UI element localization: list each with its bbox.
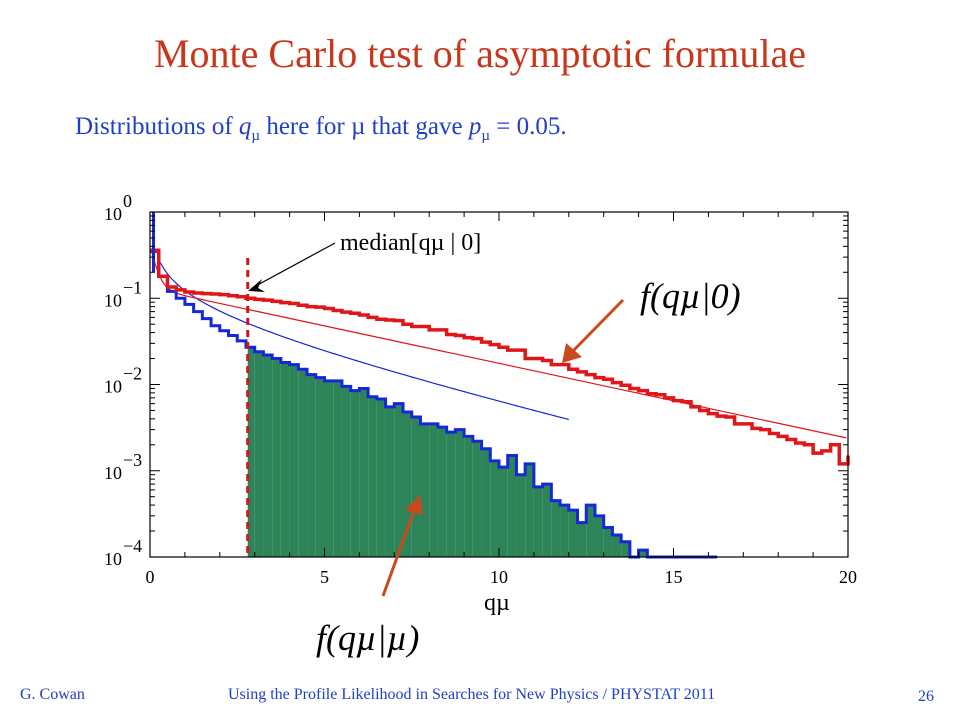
fill-bin-43 <box>525 463 534 557</box>
fill-bin-38 <box>481 448 491 557</box>
fmu-arrow <box>381 507 417 597</box>
median-label: median[qµ | 0] <box>340 230 481 256</box>
fill-bin-44 <box>533 486 543 557</box>
fill-bin-29 <box>403 411 412 557</box>
subtitle-mu3: µ <box>481 128 490 144</box>
fill-bin-51 <box>594 515 604 557</box>
fill-bin-56 <box>638 550 648 557</box>
fill-bin-35 <box>455 429 465 557</box>
fill-bin-12 <box>254 351 264 557</box>
f0-arrow <box>570 298 625 354</box>
fill-bin-25 <box>368 396 377 557</box>
y-tick-label-exp: 0 <box>123 191 132 211</box>
fill-bin-33 <box>437 427 447 557</box>
fill-bin-42 <box>516 474 526 557</box>
fill-bin-28 <box>394 403 404 557</box>
f0-label: f(qµ|0) <box>640 276 741 316</box>
fill-bin-40 <box>499 467 508 557</box>
fill-bin-36 <box>464 436 473 557</box>
fill-bin-24 <box>359 388 369 557</box>
fill-bin-39 <box>490 460 499 557</box>
red-histogram <box>150 248 850 466</box>
fill-bin-46 <box>551 500 561 557</box>
slide-title: Monte Carlo test of asymptotic formulae <box>153 31 807 76</box>
fill-bin-15 <box>280 362 290 557</box>
slide-subtitle: Distributions of qµ here for µ that gave… <box>75 113 567 145</box>
y-tick-label-exp: −3 <box>123 450 142 470</box>
fill-bin-37 <box>472 441 482 557</box>
fill-bin-47 <box>560 505 569 557</box>
fill-bin-17 <box>298 369 308 557</box>
y-tick-label-exp: −4 <box>123 536 142 556</box>
fill-bin-53 <box>612 534 622 557</box>
footer-page: 26 <box>918 688 934 705</box>
fill-bin-41 <box>507 455 517 557</box>
x-tick-label: 20 <box>839 567 857 587</box>
x-tick-label: 10 <box>490 567 508 587</box>
fill-bin-18 <box>307 374 316 557</box>
fill-bin-49 <box>577 522 587 557</box>
y-tick-label-exp: −2 <box>123 364 142 384</box>
fill-bin-22 <box>341 386 351 557</box>
y-tick-label-exp: −1 <box>123 277 142 297</box>
fill-bin-45 <box>542 484 552 557</box>
x-tick-label: 5 <box>320 567 329 587</box>
subtitle-mu1: µ <box>251 128 261 144</box>
fmu-arrow-head <box>405 495 423 515</box>
fill-bin-30 <box>411 416 421 557</box>
fill-bin-54 <box>621 541 630 557</box>
fill-bin-11 <box>247 347 255 557</box>
fill-bin-26 <box>376 398 386 557</box>
median-arrow <box>251 242 336 289</box>
subtitle-p: p <box>468 113 482 140</box>
fill-bin-16 <box>289 364 299 557</box>
subtitle-mu2: µ <box>350 113 366 140</box>
fill-bin-21 <box>333 380 342 557</box>
y-tick-label-base: 10 <box>104 204 122 224</box>
x-tick-label: 0 <box>146 567 155 587</box>
x-axis-label: qµ <box>484 590 510 616</box>
fill-bin-23 <box>350 390 360 557</box>
blue-curve <box>159 262 569 421</box>
subtitle-pre: Distributions of <box>75 113 239 140</box>
subtitle-mid2: that gave <box>365 113 469 140</box>
fmu-label: f(qµ|µ) <box>316 618 419 658</box>
y-tick-label-base: 10 <box>104 549 122 569</box>
subtitle-mid: here for <box>260 113 351 140</box>
y-tick-label-base: 10 <box>104 377 122 397</box>
fill-bin-20 <box>324 380 334 557</box>
fill-bin-14 <box>272 358 281 557</box>
y-tick-label-base: 10 <box>104 290 122 310</box>
fill-bin-32 <box>429 423 438 557</box>
fill-bin-34 <box>446 432 456 557</box>
fill-bin-48 <box>568 510 578 557</box>
median-arrow-head <box>248 279 265 292</box>
fill-bin-52 <box>603 527 613 557</box>
subtitle-post: = 0.05. <box>489 113 567 140</box>
footer-author: G. Cowan <box>20 686 85 703</box>
fill-bin-13 <box>263 354 273 557</box>
f0-arrow-head <box>562 343 582 363</box>
fill-bin-19 <box>315 377 325 557</box>
footer-talk: Using the Profile Likelihood in Searches… <box>228 686 716 703</box>
x-tick-label: 15 <box>665 567 683 587</box>
blue-histogram <box>150 249 718 559</box>
red-curve <box>151 251 847 439</box>
y-tick-label-base: 10 <box>104 463 122 483</box>
fill-bin-27 <box>385 406 395 557</box>
fill-bin-31 <box>420 423 430 557</box>
fill-bin-50 <box>586 505 595 557</box>
subtitle-q: q <box>238 113 252 140</box>
